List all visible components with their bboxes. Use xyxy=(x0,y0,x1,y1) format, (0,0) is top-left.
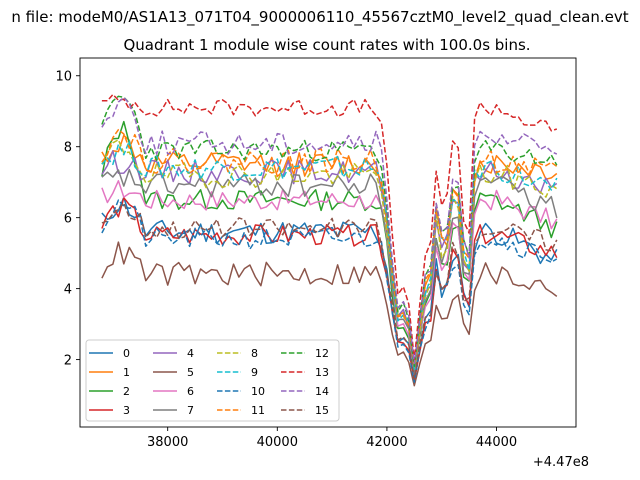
series-line-12 xyxy=(101,95,558,367)
legend-label-12: 12 xyxy=(315,347,329,360)
series-line-2 xyxy=(101,120,558,375)
chart-title: Quadrant 1 module wise count rates with … xyxy=(123,36,530,54)
legend-label-1: 1 xyxy=(123,366,130,379)
y-tick-label: 6 xyxy=(64,212,72,227)
series-line-6 xyxy=(101,180,558,376)
plot-frame xyxy=(79,57,577,428)
series-line-14 xyxy=(101,96,558,365)
legend-label-15: 15 xyxy=(315,404,329,417)
y-tick-label: 2 xyxy=(64,354,72,369)
legend-label-5: 5 xyxy=(187,366,194,379)
figure-suptitle: n file: modeM0/AS1A13_071T04_9000006110_… xyxy=(11,8,628,27)
y-tick-label: 4 xyxy=(64,283,72,298)
series-line-7 xyxy=(101,168,558,375)
legend-label-2: 2 xyxy=(123,385,130,398)
series-line-8 xyxy=(101,139,558,370)
x-tick-label: 40000 xyxy=(257,435,298,450)
legend-label-7: 7 xyxy=(187,404,194,417)
legend-label-9: 9 xyxy=(251,366,258,379)
series-line-13 xyxy=(101,93,558,361)
legend-label-0: 0 xyxy=(123,347,130,360)
legend-label-6: 6 xyxy=(187,385,194,398)
x-tick-label: 44000 xyxy=(476,435,517,450)
series-layer xyxy=(101,93,558,387)
legend-box xyxy=(85,339,340,422)
series-line-9 xyxy=(101,140,558,370)
series-line-15 xyxy=(101,202,558,380)
series-line-5 xyxy=(101,241,558,387)
series-line-11 xyxy=(101,128,558,368)
legend-label-10: 10 xyxy=(251,385,265,398)
x-tick-label: 38000 xyxy=(147,435,188,450)
x-tick-label: 42000 xyxy=(366,435,407,450)
legend-label-3: 3 xyxy=(123,404,130,417)
y-tick-label: 10 xyxy=(55,70,72,85)
legend-label-13: 13 xyxy=(315,366,329,379)
x-offset-label: +4.47e8 xyxy=(533,455,589,470)
legend-label-14: 14 xyxy=(315,385,329,398)
legend-label-8: 8 xyxy=(251,347,258,360)
legend-label-4: 4 xyxy=(187,347,194,360)
y-tick-label: 8 xyxy=(64,141,72,156)
y-axis: 2 4 6 8 10 xyxy=(55,70,80,369)
x-axis: 38000 40000 42000 44000 xyxy=(147,427,517,450)
legend-label-11: 11 xyxy=(251,404,265,417)
